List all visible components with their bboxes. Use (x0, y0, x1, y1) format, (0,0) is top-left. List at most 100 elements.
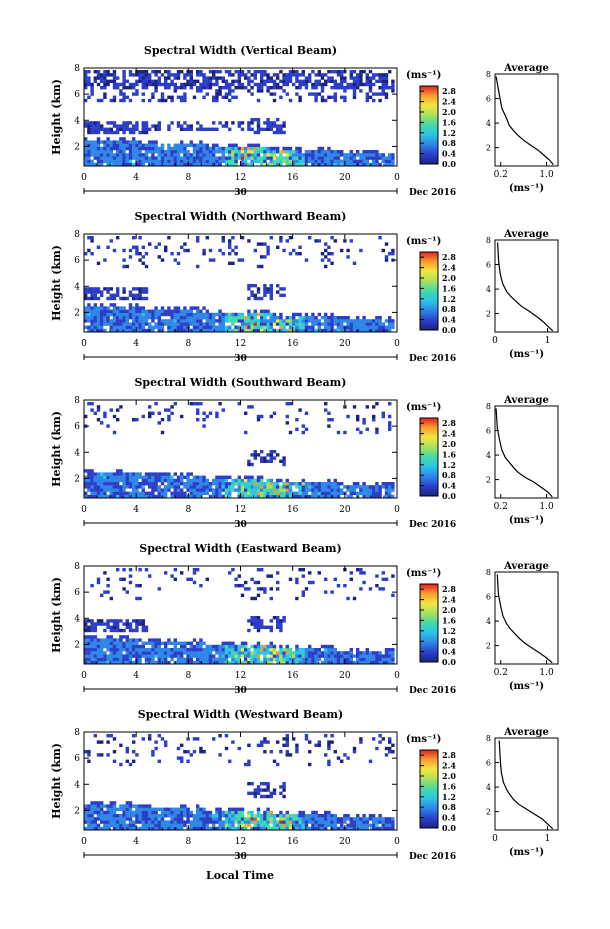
x-tick-label: 8 (185, 837, 191, 847)
day-label: 30 (234, 686, 247, 696)
y-axis-title: Height (km) (50, 411, 63, 487)
profile-y-tick-label: 4 (486, 119, 491, 128)
profile-y-tick-label: 2 (486, 642, 491, 651)
colorbar-tick-label: 2.0 (442, 273, 456, 283)
y-tick-label: 2 (74, 640, 80, 650)
x-tick-label: 0 (394, 173, 400, 183)
colorbar-tick-label: 2.4 (442, 97, 456, 107)
colorbar (419, 749, 439, 829)
colorbar-tick-label: 1.2 (442, 460, 456, 470)
x-tick-label: 12 (235, 505, 246, 515)
profile-line (497, 242, 554, 332)
colorbar-tick-label: 1.6 (442, 615, 456, 625)
x-tick-label: 0 (394, 505, 400, 515)
x-tick-label: 12 (235, 671, 246, 681)
colorbar-tick-label: 2.4 (442, 429, 456, 439)
x-tick-label: 0 (81, 339, 87, 349)
colorbar-tick-label: 1.2 (442, 294, 456, 304)
x-tick-label: 16 (287, 837, 299, 847)
x-tick-label: 0 (81, 837, 87, 847)
y-axis-title: Height (km) (50, 79, 63, 155)
profile-title: Average (503, 229, 549, 240)
colorbar-units: (ms⁻¹) (406, 734, 441, 745)
date-label: Dec 2016 (409, 686, 456, 696)
profile-frame (494, 239, 559, 333)
profile-line (496, 574, 553, 664)
profile-line (495, 76, 554, 166)
colorbar-tick-label: 2.0 (442, 439, 456, 449)
colorbar-tick-label: 1.2 (442, 128, 456, 138)
colorbar-tick-label: 0.8 (442, 138, 456, 148)
profile-y-tick-label: 6 (486, 593, 491, 602)
profile-line (498, 740, 554, 830)
y-tick-label: 6 (74, 90, 80, 100)
date-label: Dec 2016 (409, 852, 456, 862)
x-tick-label: 4 (133, 837, 139, 847)
profile-x-tick-label: 1 (545, 834, 551, 844)
profile-y-tick-label: 6 (486, 95, 491, 104)
x-tick-label: 16 (287, 173, 299, 183)
x-tick-label: 20 (339, 837, 351, 847)
y-tick-label: 6 (74, 422, 80, 432)
colorbar-tick-label: 0.8 (442, 470, 456, 480)
profile-y-tick-label: 8 (486, 734, 491, 743)
profile-x-tick-label: 1 (545, 336, 551, 346)
x-tick-label: 4 (133, 505, 139, 515)
colorbar-units: (ms⁻¹) (406, 236, 441, 247)
y-tick-label: 2 (74, 806, 80, 816)
colorbar-tick-label: 1.6 (442, 117, 456, 127)
profile-x-tick-label: 0 (492, 834, 498, 844)
heatmap-cells (84, 402, 395, 499)
profile-y-tick-label: 4 (486, 617, 491, 626)
colorbar-tick-label: 2.0 (442, 605, 456, 615)
x-tick-label: 12 (235, 837, 246, 847)
y-tick-label: 8 (74, 396, 80, 406)
colorbar-tick-label: 2.8 (442, 418, 456, 428)
y-tick-label: 8 (74, 64, 80, 74)
panel-3: Spectral Width (Southward Beam) 2 4 6 8 Heigh… (50, 376, 559, 530)
x-tick-label: 20 (339, 173, 351, 183)
colorbar-tick-label: 0.0 (442, 491, 456, 501)
colorbar-tick-label: 0.0 (442, 823, 456, 833)
panel-title: Spectral Width (Vertical Beam) (144, 44, 337, 57)
profile-x-tick-label: 0 (492, 336, 498, 346)
colorbar (419, 583, 439, 663)
heatmap-cells (84, 734, 395, 831)
colorbar (419, 251, 439, 331)
profile-y-tick-label: 2 (486, 144, 491, 153)
profile-y-tick-label: 4 (486, 285, 491, 294)
date-label: Dec 2016 (409, 520, 456, 530)
profile-x-title: (ms⁻¹) (509, 515, 544, 526)
panel-title: Spectral Width (Westward Beam) (138, 708, 343, 721)
profile-y-tick-label: 2 (486, 310, 491, 319)
y-tick-label: 4 (74, 448, 80, 458)
date-label: Dec 2016 (409, 188, 456, 198)
colorbar-units: (ms⁻¹) (406, 402, 441, 413)
profile-y-tick-label: 8 (486, 568, 491, 577)
x-tick-label: 4 (133, 671, 139, 681)
panel-5: Spectral Width (Westward Beam) 2 4 6 8 Height… (50, 708, 559, 862)
x-tick-label: 20 (339, 339, 351, 349)
profile-x-title: (ms⁻¹) (509, 349, 544, 360)
profile-y-tick-label: 4 (486, 783, 491, 792)
x-tick-label: 12 (235, 339, 246, 349)
colorbar-tick-label: 0.0 (442, 159, 456, 169)
x-tick-label: 0 (394, 671, 400, 681)
profile-frame (494, 73, 559, 167)
colorbar-tick-label: 2.8 (442, 584, 456, 594)
colorbar-tick-label: 2.4 (442, 263, 456, 273)
profile-title: Average (503, 395, 549, 406)
colorbar-tick-label: 2.0 (442, 771, 456, 781)
profile-title: Average (503, 63, 549, 74)
panel-title: Spectral Width (Southward Beam) (134, 376, 346, 389)
profile-x-tick-label: 0.2 (494, 170, 508, 180)
y-tick-label: 6 (74, 588, 80, 598)
profile-y-tick-label: 8 (486, 70, 491, 79)
profile-x-tick-label: 1.0 (539, 502, 554, 512)
y-tick-label: 8 (74, 562, 80, 572)
colorbar-tick-label: 2.4 (442, 761, 456, 771)
profile-line (495, 408, 553, 498)
y-tick-label: 4 (74, 614, 80, 624)
y-tick-label: 2 (74, 308, 80, 318)
colorbar (419, 85, 439, 165)
